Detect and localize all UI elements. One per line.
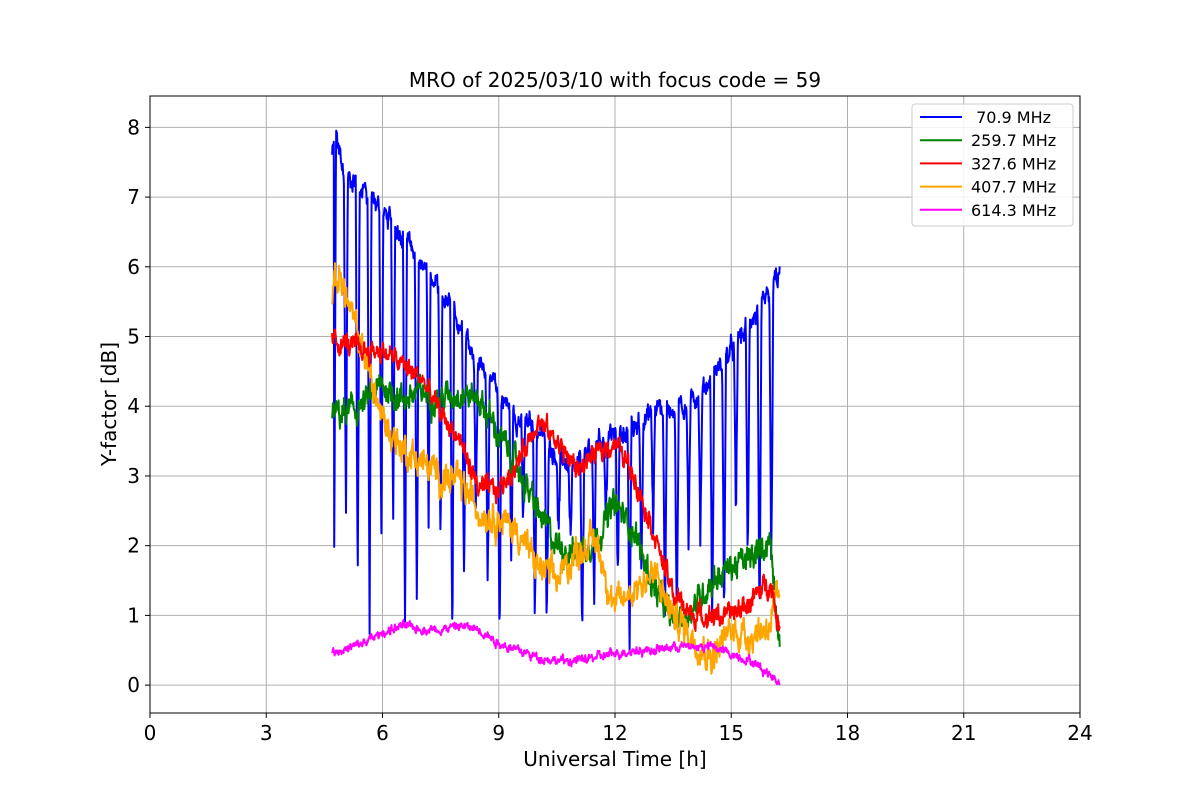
y-tick-label: 8	[127, 115, 140, 139]
y-tick-label: 5	[127, 325, 140, 349]
legend-label: 407.7 MHz	[971, 178, 1056, 197]
y-tick-label: 6	[127, 255, 140, 279]
series-layer	[331, 129, 781, 686]
chart-title: MRO of 2025/03/10 with focus code = 59	[409, 68, 821, 92]
series-line-5	[331, 619, 781, 686]
series-line-3	[331, 328, 781, 632]
x-tick-label: 9	[492, 721, 505, 745]
legend-box	[911, 103, 1074, 227]
series-line-4	[331, 262, 781, 675]
x-tick-label: 6	[376, 721, 389, 745]
y-tick-label: 1	[127, 603, 140, 627]
y-tick-label: 3	[127, 464, 140, 488]
x-tick-label: 3	[260, 721, 273, 745]
y-axis-label: Y-factor [dB]	[97, 342, 121, 467]
y-tick-label: 4	[127, 394, 140, 418]
x-tick-label: 12	[602, 721, 627, 745]
x-axis-label: Universal Time [h]	[523, 747, 706, 771]
series-line-1	[331, 129, 781, 652]
legend-label: 327.6 MHz	[971, 154, 1056, 173]
legend-label: 259.7 MHz	[971, 131, 1056, 150]
x-tick-label: 24	[1067, 721, 1092, 745]
series-line-2	[331, 373, 781, 647]
y-tick-label: 0	[127, 673, 140, 697]
x-tick-label: 21	[951, 721, 976, 745]
legend-label: 614.3 MHz	[971, 201, 1056, 220]
y-tick-label: 2	[127, 534, 140, 558]
y-tick-label: 7	[127, 185, 140, 209]
legend: 70.9 MHz 259.7 MHz 327.6 MHz 407.7 MHz 614.3…	[911, 103, 1074, 227]
x-tick-label: 18	[835, 721, 860, 745]
x-tick-label: 0	[144, 721, 157, 745]
x-tick-label: 15	[719, 721, 744, 745]
legend-label: 70.9 MHz	[971, 108, 1051, 127]
